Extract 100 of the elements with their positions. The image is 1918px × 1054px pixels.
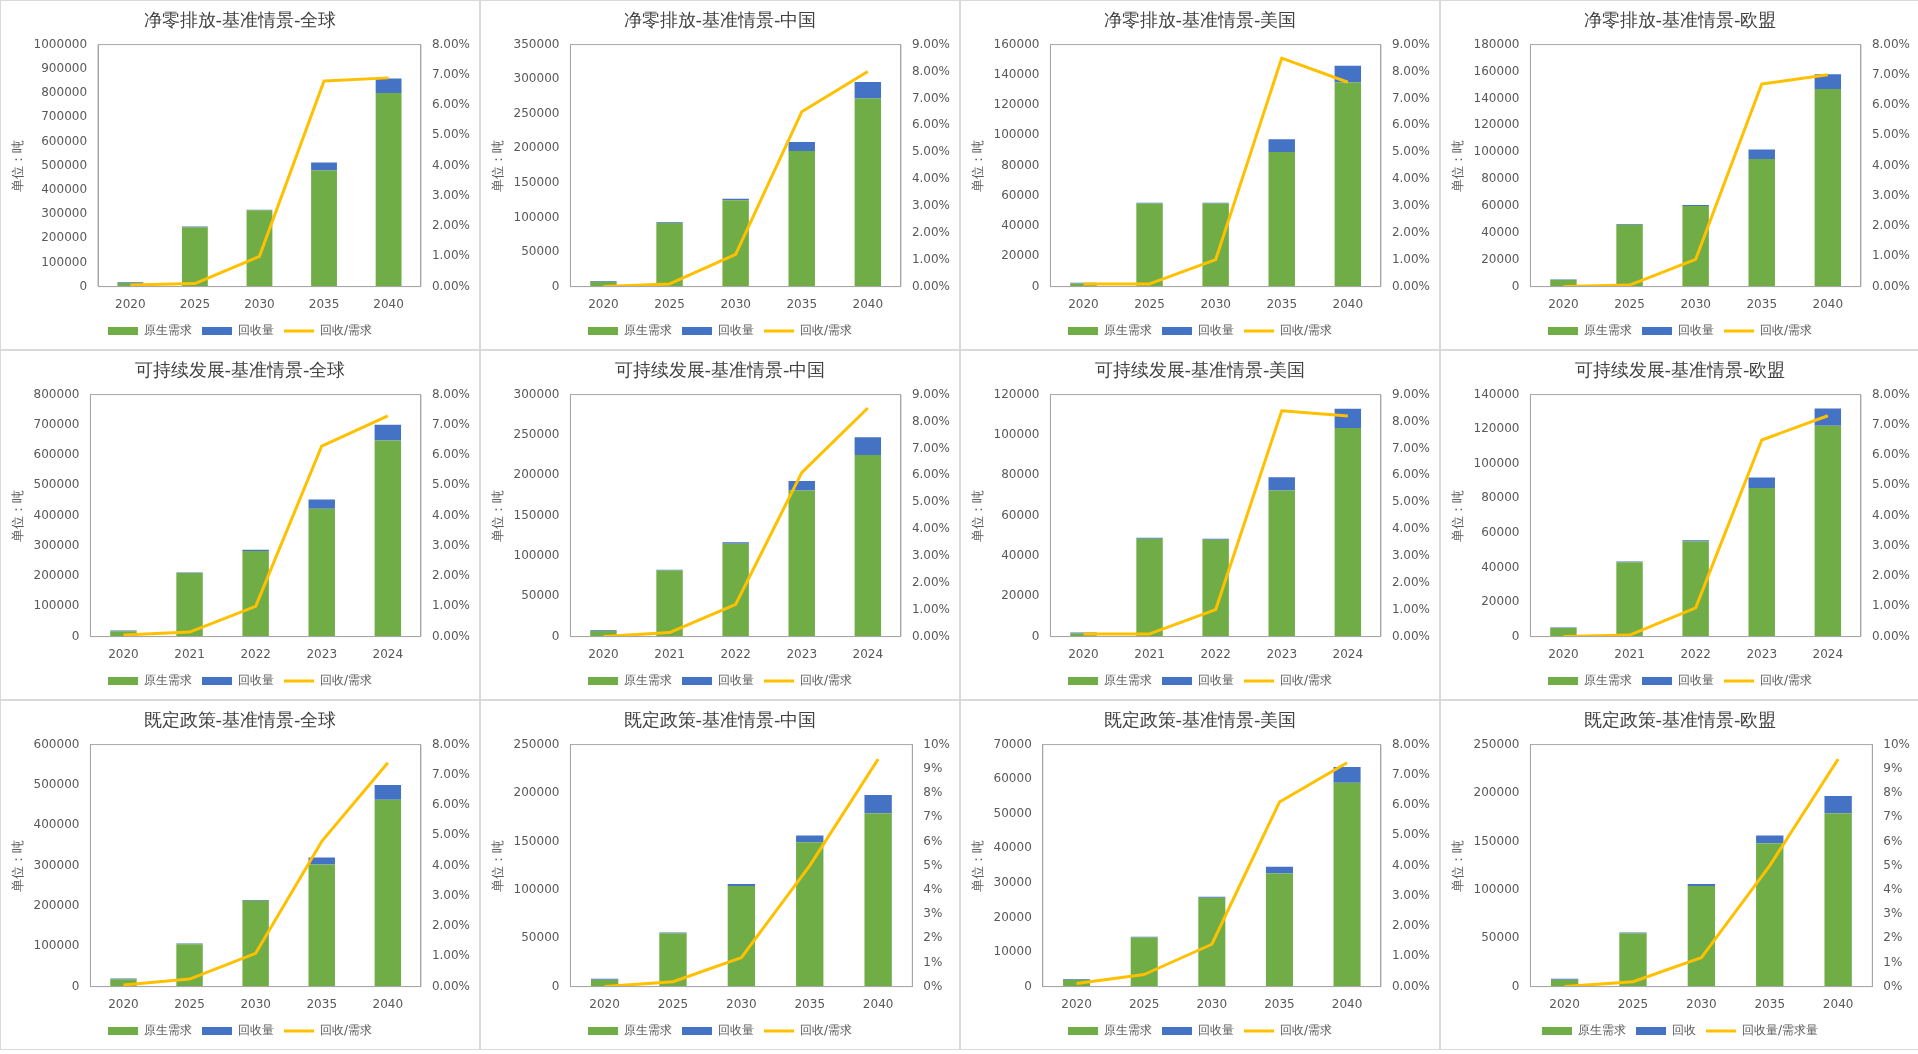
y2-tick-label: 4.00% [911, 171, 950, 186]
legend-label: 回收量/需求量 [1741, 1023, 1819, 1038]
y2-tick-label: 6.00% [1871, 447, 1910, 462]
y-tick-label: 80000 [1001, 157, 1040, 172]
chart-title: 既定政策-基准情景-欧盟 [1583, 709, 1777, 731]
y-tick-label: 20000 [1481, 251, 1520, 266]
y2-tick-label: 8.00% [1391, 63, 1430, 78]
y-tick-label: 100000 [1473, 881, 1520, 896]
x-tick-label: 2025 [1614, 296, 1645, 311]
y-tick-label: 250000 [1473, 736, 1520, 751]
x-tick-label: 2040 [373, 296, 404, 311]
legend-label: 回收量 [717, 1023, 754, 1038]
y2-tick-label: 6% [1883, 833, 1903, 848]
y-tick-label: 20000 [1001, 588, 1040, 603]
legend-label: 回收/需求 [1759, 673, 1813, 688]
x-tick-label: 2025 [1134, 296, 1165, 311]
y2-tick-label: 5.00% [1871, 127, 1910, 142]
y-axis-title: 单位：吨 [10, 489, 26, 542]
x-tick-label: 2030 [240, 996, 271, 1011]
y2-tick-label: 4% [923, 881, 943, 896]
x-tick-label: 2024 [852, 646, 884, 661]
y2-tick-label: 1.00% [431, 948, 470, 963]
y2-tick-label: 8.00% [431, 386, 470, 401]
y2-tick-label: 5.00% [431, 127, 470, 142]
legend-label: 回收/需求 [799, 323, 853, 338]
y2-tick-label: 0.00% [1391, 278, 1430, 293]
y2-tick-label: 3% [1883, 906, 1903, 921]
x-tick-label: 2024 [1332, 646, 1364, 661]
y-tick-label: 100000 [41, 254, 88, 269]
y2-tick-label: 2.00% [1391, 918, 1430, 933]
legend-label: 原生需求 [1103, 323, 1152, 338]
y2-tick-label: 6.00% [1871, 97, 1910, 112]
chart-title: 既定政策-基准情景-美国 [1103, 709, 1297, 731]
y-tick-label: 100000 [1473, 144, 1520, 159]
y2-tick-label: 2.00% [1391, 224, 1430, 239]
x-tick-label: 2021 [174, 646, 205, 661]
x-tick-label: 2023 [1266, 646, 1298, 661]
y2-tick-label: 8.00% [911, 63, 950, 78]
y-axis-title: 单位：吨 [490, 139, 506, 192]
y-tick-label: 0 [1031, 628, 1040, 643]
y-tick-label: 60000 [1001, 507, 1040, 522]
y-tick-label: 400000 [33, 817, 80, 832]
chart-title: 可持续发展-基准情景-中国 [614, 359, 826, 381]
x-tick-label: 2040 [1331, 996, 1363, 1011]
y-tick-label: 200000 [513, 785, 560, 800]
x-tick-label: 2020 [1061, 996, 1092, 1011]
y2-tick-label: 8.00% [431, 736, 470, 751]
x-tick-label: 2020 [588, 646, 619, 661]
x-tick-label: 2030 [1686, 996, 1717, 1011]
y-tick-label: 100000 [33, 598, 80, 613]
y-tick-label: 200000 [513, 140, 560, 155]
legend-label: 回收量 [1197, 673, 1234, 688]
y-tick-label: 0 [71, 978, 80, 993]
x-tick-label: 2023 [306, 646, 338, 661]
x-tick-label: 2025 [179, 296, 211, 311]
y-tick-label: 40000 [993, 840, 1032, 855]
y2-tick-label: 1.00% [431, 598, 470, 613]
y2-tick-label: 8.00% [1391, 413, 1430, 428]
y2-tick-label: 5.00% [911, 144, 950, 159]
y-tick-label: 200000 [1473, 785, 1520, 800]
y2-tick-label: 7.00% [1391, 90, 1430, 105]
y-tick-label: 80000 [1481, 490, 1520, 505]
legend-label: 原生需求 [143, 1023, 192, 1038]
legend-label: 回收/需求 [319, 673, 373, 688]
y2-tick-label: 6.00% [911, 467, 950, 482]
y-tick-label: 200000 [33, 898, 80, 913]
y-tick-label: 120000 [1473, 117, 1520, 132]
y2-tick-label: 4% [1883, 881, 1903, 896]
y2-tick-label: 4.00% [431, 857, 470, 872]
y2-tick-label: 9.00% [911, 36, 950, 51]
y2-tick-label: 3.00% [1391, 548, 1430, 563]
y2-tick-label: 7.00% [1871, 416, 1910, 431]
x-tick-label: 2040 [1332, 296, 1364, 311]
y2-tick-label: 7.00% [1391, 766, 1430, 781]
y-axis-title: 单位：吨 [490, 839, 506, 892]
y2-tick-label: 0.00% [431, 278, 470, 293]
y-tick-label: 70000 [993, 736, 1032, 751]
chart-title: 净零排放-基准情景-欧盟 [1583, 9, 1777, 31]
y-tick-label: 500000 [33, 477, 80, 492]
y-tick-label: 250000 [513, 427, 560, 442]
y-tick-label: 150000 [1473, 833, 1520, 848]
x-tick-label: 2025 [654, 296, 685, 311]
y-tick-label: 60000 [1001, 187, 1040, 202]
y2-tick-label: 8.00% [1391, 736, 1430, 751]
y2-tick-label: 5% [1883, 857, 1903, 872]
y2-tick-label: 7% [1883, 809, 1903, 824]
y-axis-title: 单位：吨 [1450, 139, 1466, 192]
x-tick-label: 2040 [862, 996, 894, 1011]
y-axis-title: 单位：吨 [490, 489, 506, 542]
y2-tick-label: 3.00% [431, 887, 470, 902]
y-tick-label: 80000 [1001, 467, 1040, 482]
y2-tick-label: 1.00% [431, 248, 470, 263]
legend-label: 回收/需求 [1279, 673, 1333, 688]
y-tick-label: 30000 [993, 875, 1032, 890]
y-axis-title: 单位：吨 [1450, 489, 1466, 542]
chart-title: 净零排放-基准情景-中国 [623, 9, 817, 31]
x-tick-label: 2020 [1068, 296, 1099, 311]
y-tick-label: 100000 [993, 127, 1040, 142]
y2-tick-label: 3.00% [1391, 887, 1430, 902]
legend-label: 回收量 [717, 673, 754, 688]
